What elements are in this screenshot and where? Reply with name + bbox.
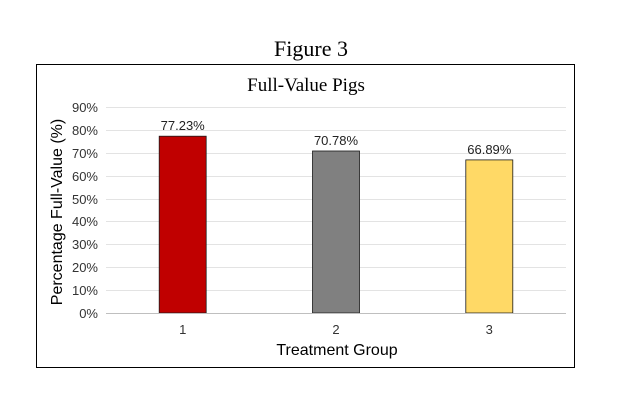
y-tick-label: 0% <box>79 306 98 321</box>
bar-group-2 <box>312 150 360 314</box>
x-axis-title: Treatment Group <box>276 342 397 359</box>
y-tick-label: 90% <box>72 100 98 115</box>
x-tick-label: 1 <box>179 322 186 337</box>
data-label: 70.78% <box>314 133 359 148</box>
bars <box>158 135 514 314</box>
figure-caption: Figure 3 <box>274 36 348 61</box>
data-labels: 77.23% 70.78% 66.89% <box>161 118 512 157</box>
bar-group-3 <box>465 159 514 314</box>
y-axis-title: Percentage Full-Value (%) <box>49 119 66 305</box>
data-label: 66.89% <box>467 142 512 157</box>
y-tick-label: 80% <box>72 123 98 138</box>
y-tick-label: 40% <box>72 214 98 229</box>
y-tick-label: 60% <box>72 169 98 184</box>
y-tick-label: 70% <box>72 146 98 161</box>
chart-title: Full-Value Pigs <box>247 75 365 96</box>
y-axis-ticks: 0% 10% 20% 30% 40% 50% 60% 70% 80% 90% <box>72 100 98 321</box>
y-tick-label: 10% <box>72 283 98 298</box>
x-tick-label: 2 <box>332 322 339 337</box>
x-tick-label: 3 <box>486 322 493 337</box>
y-tick-label: 30% <box>72 237 98 252</box>
x-axis-ticks: 1 2 3 <box>179 322 493 337</box>
y-tick-label: 20% <box>72 260 98 275</box>
bar-group-1 <box>158 135 207 314</box>
data-label: 77.23% <box>161 118 206 133</box>
y-tick-label: 50% <box>72 192 98 207</box>
